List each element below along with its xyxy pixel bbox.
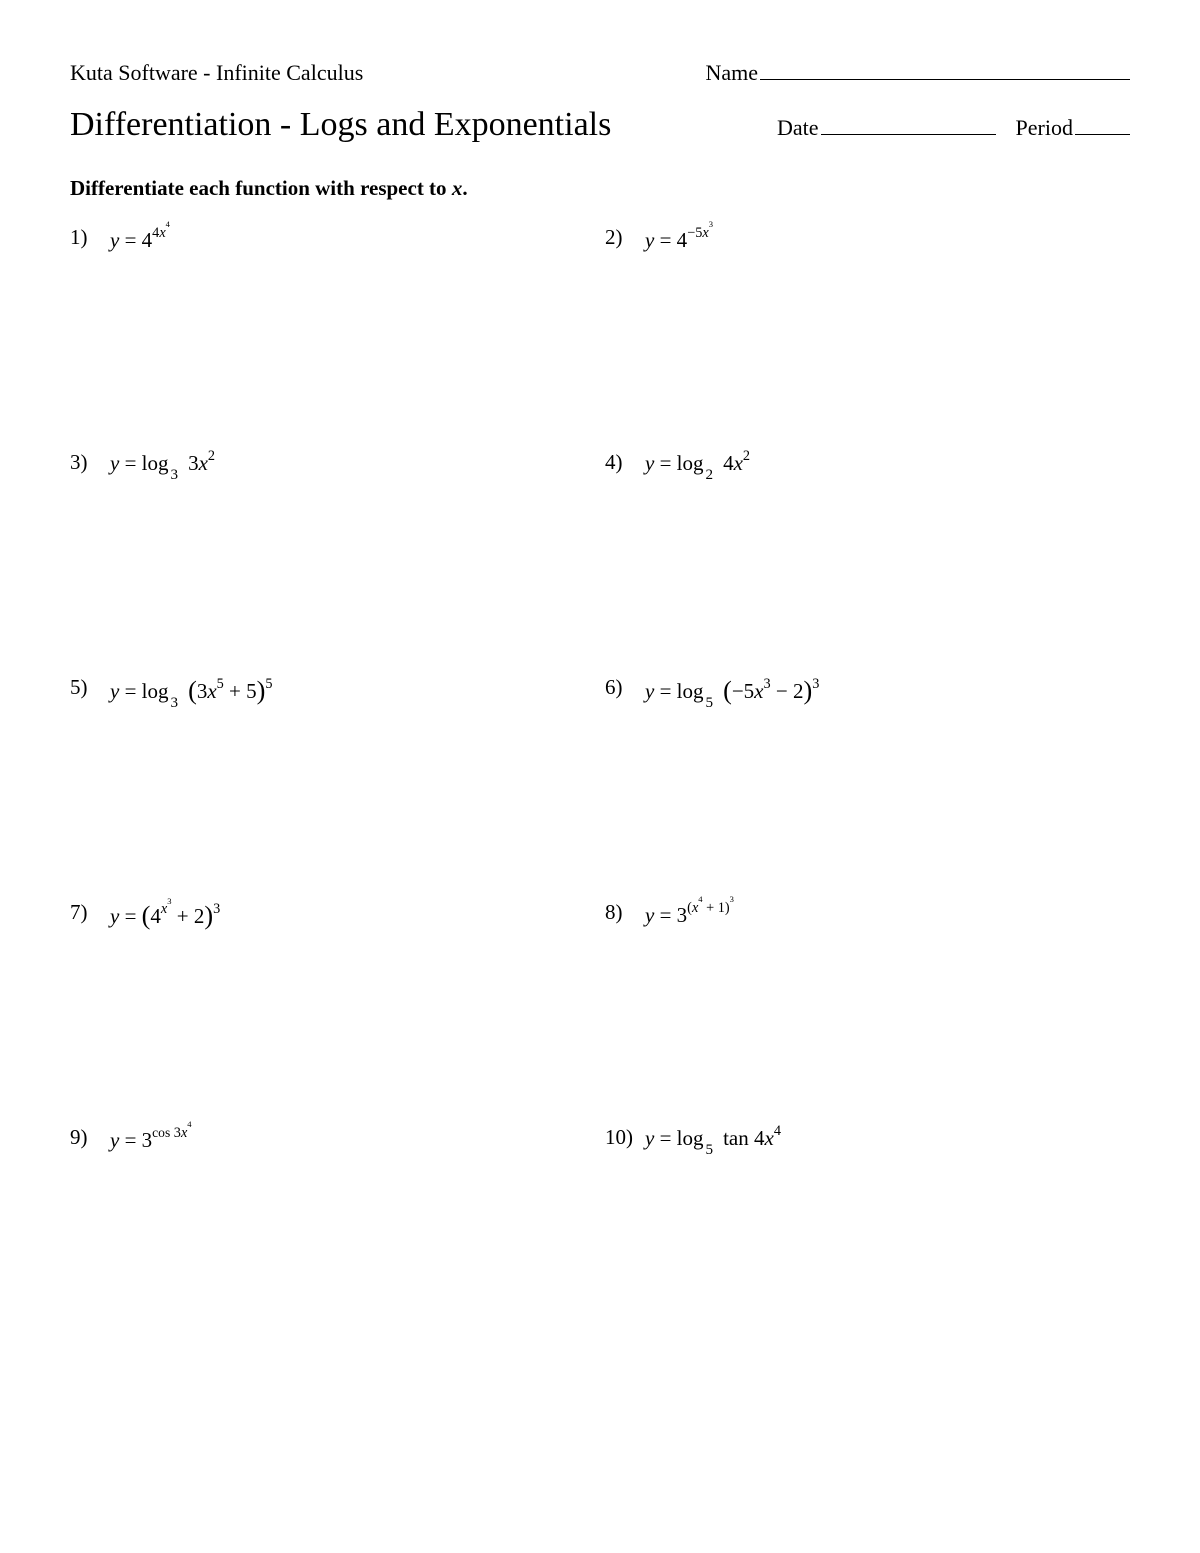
header-row: Kuta Software - Infinite Calculus Name xyxy=(70,60,1130,86)
problem-expression: y = log3(3x5 + 5)5 xyxy=(110,675,273,708)
problem-expression: y = 3(x4 + 1)3 xyxy=(645,900,734,928)
problem-number: 10) xyxy=(605,1125,633,1150)
problem-number: 3) xyxy=(70,450,98,475)
instructions-prefix: Differentiate each function with respect… xyxy=(70,176,452,200)
problem-3: 3) y = log33x2 xyxy=(70,450,595,675)
problem-5: 5) y = log3(3x5 + 5)5 xyxy=(70,675,595,900)
period-label: Period xyxy=(1016,115,1073,141)
instructions-var: x xyxy=(452,176,463,200)
problems-grid: 1) y = 44x4 2) y = 4−5x3 3) y = log33x2 … xyxy=(70,225,1130,1350)
problem-expression: y = 4−5x3 xyxy=(645,225,713,253)
instructions-suffix: . xyxy=(462,176,467,200)
problem-expression: y = log24x2 xyxy=(645,450,750,480)
problem-4: 4) y = log24x2 xyxy=(605,450,1130,675)
date-period-fields: Date Period xyxy=(777,115,1130,141)
title-row: Differentiation - Logs and Exponentials … xyxy=(70,106,1130,144)
problem-number: 6) xyxy=(605,675,633,700)
problem-number: 1) xyxy=(70,225,98,250)
instructions: Differentiate each function with respect… xyxy=(70,176,1130,201)
problem-expression: y = (4x3 + 2)3 xyxy=(110,900,220,930)
name-blank-line[interactable] xyxy=(760,79,1130,80)
problem-1: 1) y = 44x4 xyxy=(70,225,595,450)
problem-expression: y = 3cos 3x4 xyxy=(110,1125,192,1153)
name-field: Name xyxy=(705,60,1130,86)
problem-number: 5) xyxy=(70,675,98,700)
problem-expression: y = log33x2 xyxy=(110,450,215,480)
problem-9: 9) y = 3cos 3x4 xyxy=(70,1125,595,1350)
problem-10: 10) y = log5tan 4x4 xyxy=(605,1125,1130,1350)
name-label: Name xyxy=(705,60,758,86)
problem-8: 8) y = 3(x4 + 1)3 xyxy=(605,900,1130,1125)
software-name: Kuta Software - Infinite Calculus xyxy=(70,60,363,86)
period-blank-line[interactable] xyxy=(1075,134,1130,135)
problem-expression: y = log5(−5x3 − 2)3 xyxy=(645,675,819,708)
problem-number: 8) xyxy=(605,900,633,925)
problem-number: 9) xyxy=(70,1125,98,1150)
problem-expression: y = 44x4 xyxy=(110,225,170,253)
problem-expression: y = log5tan 4x4 xyxy=(645,1125,781,1155)
problem-6: 6) y = log5(−5x3 − 2)3 xyxy=(605,675,1130,900)
date-label: Date xyxy=(777,115,819,141)
problem-number: 2) xyxy=(605,225,633,250)
problem-number: 7) xyxy=(70,900,98,925)
date-blank-line[interactable] xyxy=(821,134,996,135)
page-title: Differentiation - Logs and Exponentials xyxy=(70,106,611,144)
problem-number: 4) xyxy=(605,450,633,475)
problem-7: 7) y = (4x3 + 2)3 xyxy=(70,900,595,1125)
problem-2: 2) y = 4−5x3 xyxy=(605,225,1130,450)
